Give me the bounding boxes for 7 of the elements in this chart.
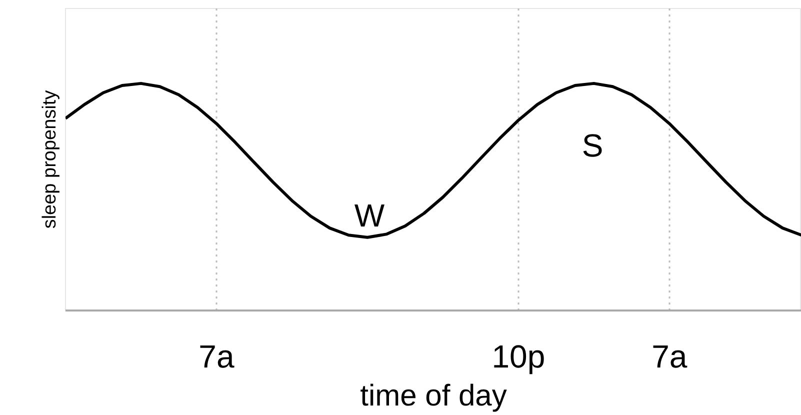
x-tick-label: 7a [198, 338, 234, 374]
x-axis-title: time of day [360, 380, 507, 412]
annotation: W [354, 198, 386, 234]
x-tick-label: 10p [492, 338, 546, 374]
annotation: S [582, 128, 604, 164]
y-axis-title: sleep propensity [40, 90, 60, 229]
x-tick-label: 7a [652, 338, 688, 374]
